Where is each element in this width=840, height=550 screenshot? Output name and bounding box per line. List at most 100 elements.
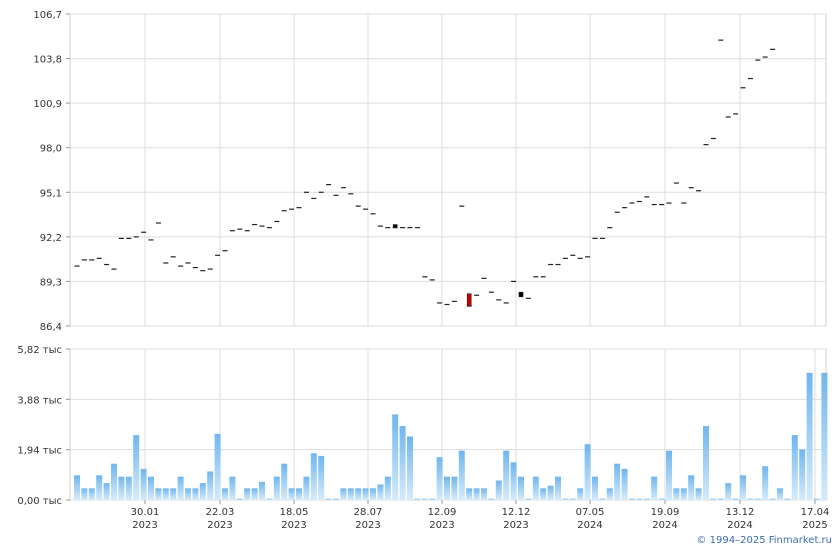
price-y-tick-label: 98,0 — [40, 144, 62, 155]
volume-bar — [710, 498, 717, 500]
volume-bar — [762, 466, 769, 500]
volume-bar — [96, 475, 103, 500]
volume-bar — [281, 463, 288, 500]
price-y-tick-label: 103,8 — [33, 55, 62, 66]
volume-y-tick-label: 3,88 тыс — [17, 395, 62, 406]
x-tick-date-label: 17.04 — [801, 507, 830, 518]
volume-bar — [125, 476, 132, 500]
volume-bar — [555, 476, 561, 500]
x-tick-date-label: 19.09 — [651, 507, 680, 518]
volume-bar — [384, 476, 391, 500]
volume-bar — [458, 450, 465, 500]
volume-bar — [569, 498, 576, 500]
volume-bar — [525, 498, 532, 500]
price-y-tick-label: 92,2 — [40, 233, 62, 244]
copyright-footer[interactable]: © 1994–2025 Finmarket.ru — [696, 535, 832, 546]
volume-bar — [340, 488, 347, 500]
volume-bar — [451, 476, 458, 500]
volume-bar — [296, 488, 302, 500]
x-tick-date-label: 12.09 — [428, 507, 457, 518]
price-panel: 106,7 103,8 100,9 98,0 95,1 92,2 89,3 86,4 — [33, 10, 827, 333]
volume-y-tick-label: 1,94 тыс — [17, 446, 62, 457]
volume-bar — [703, 426, 709, 500]
price-candle — [392, 224, 398, 228]
volume-bar — [510, 462, 517, 500]
x-tick-date-label: 22.03 — [206, 507, 235, 518]
x-tick-year-label: 2025 — [802, 520, 827, 531]
volume-bar — [651, 476, 658, 500]
volume-bar — [288, 488, 295, 500]
volume-bar — [725, 483, 732, 500]
volume-bar — [614, 463, 621, 500]
volume-bar — [532, 476, 539, 500]
volume-bar — [658, 498, 665, 500]
volume-bar — [436, 457, 443, 500]
x-tick-year-label: 2023 — [355, 520, 380, 531]
x-axis: 30.01 2023 22.03 2023 18.05 2023 28.07 2023 12.0… — [131, 500, 830, 531]
volume-bar — [362, 488, 369, 500]
volume-bar — [717, 498, 724, 500]
x-tick-year-label: 2023 — [132, 520, 157, 531]
price-plot-frame — [69, 13, 827, 327]
volume-bar — [318, 455, 325, 500]
volume-bar — [754, 498, 761, 500]
volume-bar — [407, 436, 413, 500]
volume-bar — [118, 476, 125, 500]
volume-bar — [170, 488, 177, 500]
volume-bar — [747, 498, 754, 500]
volume-bar — [273, 476, 280, 500]
volume-bar — [562, 498, 569, 500]
x-tick-date-label: 12.12 — [502, 507, 531, 518]
x-tick-date-label: 13.12 — [726, 507, 755, 518]
x-tick-year-label: 2024 — [652, 520, 677, 531]
volume-bar — [643, 498, 650, 500]
volume-bar — [392, 414, 399, 500]
volume-bar — [481, 488, 487, 500]
volume-bar — [88, 488, 95, 500]
volume-bar — [473, 488, 480, 500]
x-tick-date-label: 28.07 — [354, 507, 383, 518]
price-y-tick-label: 100,9 — [33, 99, 62, 110]
volume-bar — [251, 488, 258, 500]
volume-bar — [192, 488, 199, 500]
volume-bar — [399, 426, 406, 500]
volume-bar — [162, 488, 169, 500]
volume-bar — [503, 450, 510, 500]
volume-bar — [814, 498, 820, 500]
volume-bar — [259, 481, 265, 500]
volume-bar — [621, 468, 628, 500]
volume-bar — [784, 498, 791, 500]
volume-bar — [636, 498, 643, 500]
price-candle — [466, 293, 472, 307]
volume-bar — [592, 476, 598, 500]
volume-bar — [577, 488, 584, 500]
volume-panel: 5,82 тыс 3,88 тыс 1,94 тыс 0,00 тыс — [17, 345, 828, 507]
volume-bar — [133, 435, 140, 500]
volume-bar — [680, 488, 687, 500]
x-tick-date-label: 07.05 — [576, 507, 605, 518]
volume-bar — [81, 488, 88, 500]
volume-bar — [806, 372, 813, 500]
volume-bar — [355, 488, 362, 500]
volume-bar — [540, 488, 547, 500]
volume-bar — [103, 483, 110, 500]
volume-bar — [769, 498, 776, 500]
volume-bar — [111, 463, 117, 500]
volume-y-tick-label: 5,82 тыс — [17, 345, 62, 356]
volume-bar — [207, 471, 214, 500]
volume-bar — [347, 488, 354, 500]
x-tick-year-label: 2023 — [429, 520, 454, 531]
volume-bar — [466, 488, 473, 500]
volume-bar — [214, 433, 221, 500]
volume-bar — [229, 476, 236, 500]
volume-bar — [821, 372, 828, 500]
volume-bar — [185, 488, 191, 500]
volume-bar — [599, 498, 606, 500]
volume-bar — [740, 475, 746, 500]
volume-bar — [495, 480, 502, 500]
volume-bar — [629, 498, 635, 500]
volume-bar — [222, 488, 228, 500]
volume-bar — [74, 475, 80, 500]
volume-bar — [777, 488, 783, 500]
